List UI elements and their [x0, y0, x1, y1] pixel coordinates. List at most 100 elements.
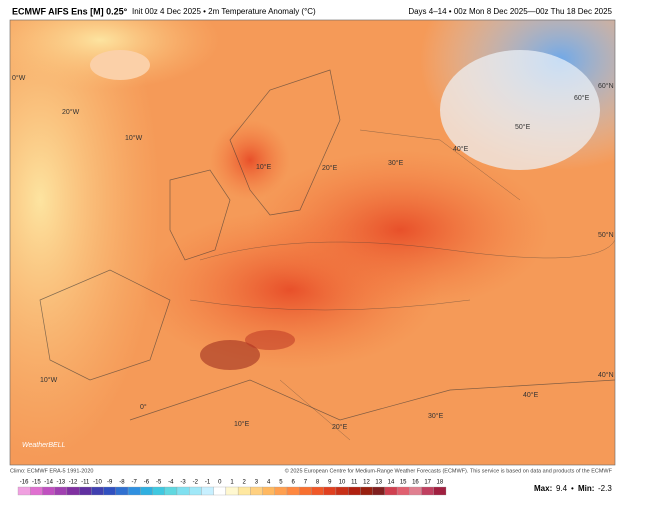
colorbar-label: 4 — [267, 480, 271, 486]
colorbar-label: -4 — [168, 480, 174, 486]
colorbar-swatch — [262, 486, 275, 496]
colorbar-swatch — [140, 486, 153, 496]
colorbar-swatch — [201, 486, 214, 496]
colorbar-label: -10 — [93, 480, 102, 486]
colorbar-label: 12 — [363, 480, 370, 486]
min-label: Min: — [578, 484, 594, 493]
colorbar-label: 16 — [412, 480, 419, 486]
colorbar-label: 5 — [279, 480, 283, 486]
colorbar-label: -14 — [44, 480, 53, 486]
subtitle: Init 00z 4 Dec 2025 • 2m Temperature Ano… — [132, 7, 316, 16]
colorbar-label: 15 — [400, 480, 407, 486]
map-label: 20°W — [62, 108, 80, 116]
map-label: 30°E — [428, 412, 444, 420]
colorbar-swatch — [213, 486, 227, 496]
colorbar-label: 10 — [339, 480, 346, 486]
colorbar-label: -13 — [56, 480, 65, 486]
colorbar-swatch — [127, 486, 141, 496]
colorbar-label: 13 — [375, 480, 382, 486]
map-label: 10°E — [256, 163, 272, 171]
map — [10, 20, 615, 465]
colorbar-label: -9 — [107, 480, 113, 486]
period: Days 4–14 • 00z Mon 8 Dec 2025—00z Thu 1… — [408, 7, 612, 16]
colorbar-label: 7 — [304, 480, 308, 486]
colorbar-label: 18 — [437, 480, 444, 486]
colorbar-swatch — [286, 486, 300, 496]
colorbar-label: 8 — [316, 480, 320, 486]
colorbar-label: -16 — [20, 480, 29, 486]
map-label: 60°E — [574, 94, 590, 102]
colorbar-swatch — [78, 486, 92, 496]
colorbar-label: 17 — [424, 480, 431, 486]
separator: • — [571, 484, 574, 493]
colorbar-label: 1 — [230, 480, 234, 486]
map-label: 40°E — [453, 145, 469, 153]
colorbar-swatch — [409, 486, 422, 496]
map-label: 40°E — [523, 391, 539, 399]
colorbar-swatch — [396, 486, 410, 496]
colorbar-label: -12 — [69, 480, 78, 486]
colorbar-swatch — [299, 486, 312, 496]
title: ECMWF AIFS Ens [M] 0.25° — [12, 6, 128, 16]
colorbar-swatch — [311, 486, 324, 496]
colorbar-label: -15 — [32, 480, 41, 486]
map-label: 10°E — [234, 420, 250, 428]
colorbar-swatch — [433, 486, 447, 496]
colorbar-swatch — [237, 486, 251, 496]
map-label: 40°N — [598, 371, 614, 379]
colorbar-label: -1 — [205, 480, 211, 486]
colorbar-label: 6 — [291, 480, 295, 486]
credit: © 2025 European Centre for Medium-Range … — [285, 467, 613, 474]
colorbar-swatch — [176, 486, 190, 496]
colorbar-swatch — [335, 486, 349, 496]
map-label: 10°W — [40, 376, 58, 384]
max-label: Max: — [534, 484, 552, 493]
colorbar-swatch — [348, 486, 361, 496]
colorbar-label: 0 — [218, 480, 222, 486]
colorbar-swatch — [66, 486, 80, 496]
colorbar-label: 2 — [243, 480, 247, 486]
map-label: 50°N — [598, 231, 614, 239]
colorbar-label: 3 — [255, 480, 259, 486]
stats: Max: 9.4 • Min: -2.3 — [534, 484, 612, 493]
colorbar-swatch — [164, 486, 178, 496]
colorbar-label: -6 — [144, 480, 150, 486]
colorbar-label: -11 — [81, 480, 90, 486]
min-value: -2.3 — [598, 484, 612, 493]
colorbar-swatch — [54, 486, 68, 496]
colorbar-swatch — [189, 486, 202, 496]
colorbar-swatch — [225, 486, 239, 496]
colorbar-swatch — [30, 486, 43, 496]
colorbar-label: -5 — [156, 480, 162, 486]
max-value: 9.4 — [556, 484, 568, 493]
colorbar-swatch — [372, 486, 386, 496]
colorbar-swatch — [42, 486, 55, 496]
colorbar-swatch — [360, 486, 373, 496]
colorbar-swatch — [421, 486, 434, 496]
colorbar-label: -8 — [119, 480, 125, 486]
map-label: 20°E — [322, 164, 338, 172]
colorbar-label: -7 — [131, 480, 137, 486]
colorbar-swatch — [384, 486, 398, 496]
colorbar-label: 11 — [351, 480, 358, 486]
map-label: 30°E — [388, 159, 404, 167]
colorbar-label: -3 — [180, 480, 186, 486]
map-frame — [9, 19, 616, 466]
colorbar-swatch — [115, 486, 129, 496]
map-label: 60°N — [598, 82, 614, 90]
colorbar-swatch — [250, 486, 263, 496]
colorbar-swatch — [274, 486, 288, 496]
climo: Climo: ECMWF ERA-5 1991-2020 — [10, 468, 93, 474]
map-label: 0°W — [12, 74, 26, 82]
colorbar-label: 14 — [388, 480, 395, 486]
map-label: 50°E — [515, 123, 531, 131]
map-label: 20°E — [332, 423, 348, 431]
colorbar-label: 9 — [328, 480, 332, 486]
colorbar-swatch — [152, 486, 165, 496]
colorbar-label: -2 — [193, 480, 199, 486]
watermark: WeatherBELL — [22, 442, 66, 449]
map-label: 0° — [140, 403, 147, 411]
map-label: 10°W — [125, 134, 143, 142]
colorbar-swatch — [17, 486, 31, 496]
